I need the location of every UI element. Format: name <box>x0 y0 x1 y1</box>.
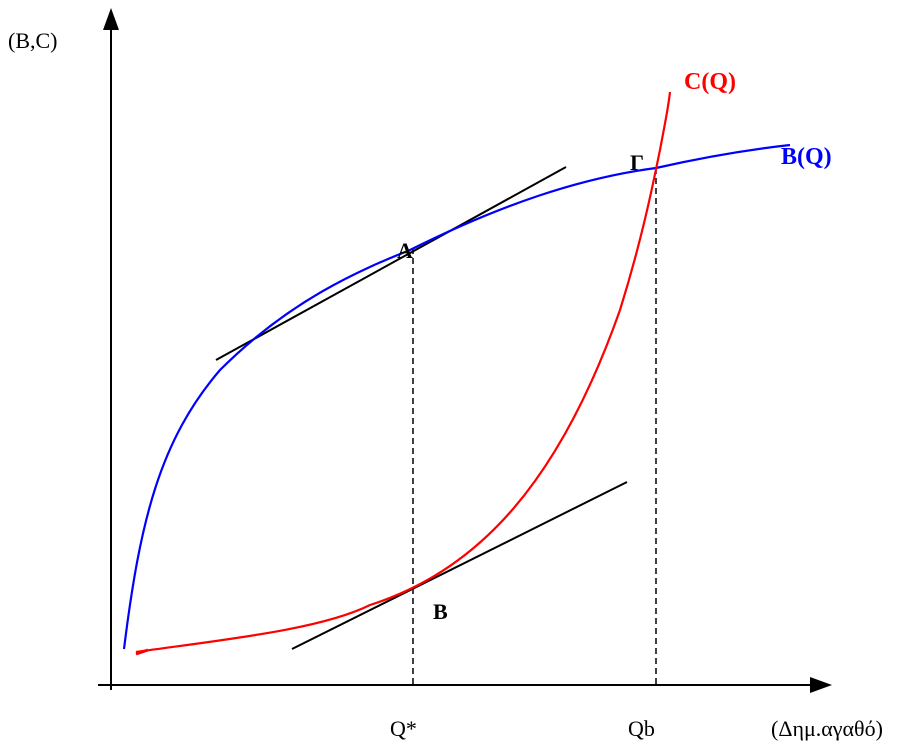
tangent-line-at-a <box>215 166 567 361</box>
benefit-curve-label: B(Q) <box>781 144 832 170</box>
x-axis-arrowhead <box>810 677 832 693</box>
tick-label-q-star: Q* <box>390 716 417 741</box>
benefit-curve <box>122 143 791 650</box>
cost-curve-label: C(Q) <box>684 69 736 95</box>
point-b-label: B <box>433 599 448 624</box>
cost-curve-start-tick <box>135 648 149 656</box>
y-axis-label: (B,C) <box>8 28 58 53</box>
cost-curve <box>135 91 672 654</box>
x-axis-label: (Δημ.αγαθό) <box>771 716 883 741</box>
axes <box>98 8 832 693</box>
tick-label-qb: Qb <box>628 716 655 741</box>
point-a-label: A <box>397 238 413 263</box>
point-gamma-label: Γ <box>630 150 644 175</box>
tangent-line-at-b <box>291 481 628 650</box>
y-axis-arrowhead <box>103 8 119 30</box>
